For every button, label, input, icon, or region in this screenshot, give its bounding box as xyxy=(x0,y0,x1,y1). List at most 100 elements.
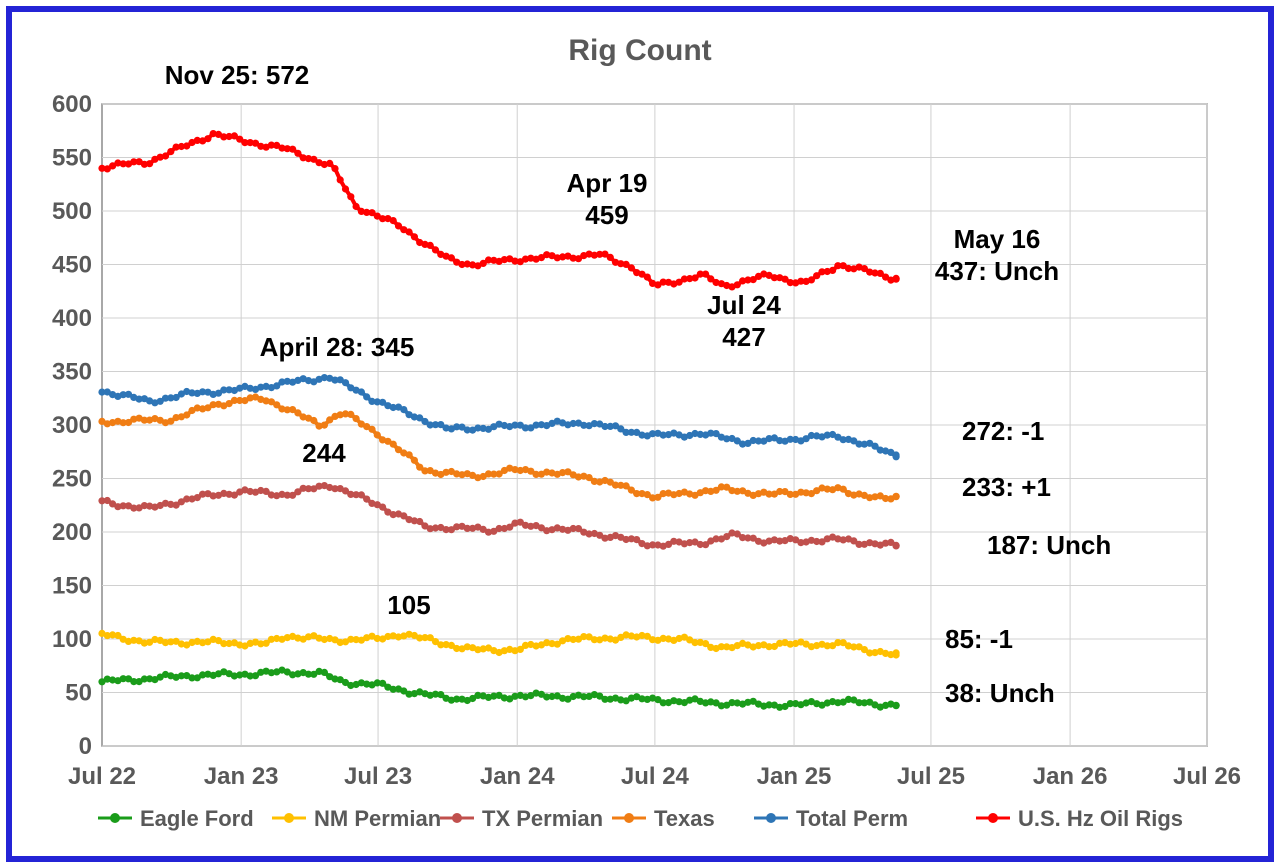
series-point xyxy=(140,675,148,683)
series-point xyxy=(892,651,900,659)
series-point xyxy=(611,481,620,489)
series-point xyxy=(167,638,175,646)
series-point xyxy=(347,410,355,418)
series-point xyxy=(866,494,874,502)
series-point xyxy=(484,470,493,478)
series-point xyxy=(866,439,874,447)
series-point xyxy=(834,699,842,707)
annotation-label: 244 xyxy=(302,438,346,468)
series-point xyxy=(786,700,794,708)
series-point xyxy=(855,440,863,448)
series-point xyxy=(574,255,583,263)
series-point xyxy=(109,676,117,684)
series-point xyxy=(368,397,376,405)
series-point xyxy=(834,262,842,270)
series-point xyxy=(882,273,890,281)
series-point xyxy=(749,697,757,705)
series-point xyxy=(797,539,805,547)
series-point xyxy=(754,642,763,650)
series-point xyxy=(236,135,244,143)
series-point xyxy=(341,410,350,418)
series-point xyxy=(559,253,567,261)
series-point xyxy=(431,246,440,254)
series-tx-permian xyxy=(98,482,900,550)
series-point xyxy=(188,674,196,682)
series-point xyxy=(696,540,704,549)
series-point xyxy=(109,500,117,508)
series-point xyxy=(802,489,810,497)
series-point xyxy=(490,692,498,700)
series-point xyxy=(426,241,434,249)
legend-swatch-marker xyxy=(452,813,462,823)
series-point xyxy=(167,394,175,402)
legend: Eagle Ford NM Permian TX Permian Texas Total… xyxy=(98,806,1183,831)
series-point xyxy=(844,695,853,704)
y-tick-label: 550 xyxy=(52,145,92,172)
series-point xyxy=(548,692,556,701)
series-point xyxy=(453,695,461,703)
series-point xyxy=(786,640,794,648)
series-point xyxy=(251,139,260,147)
series-point xyxy=(802,435,810,443)
series-point xyxy=(283,406,291,414)
series-point xyxy=(866,268,874,276)
series-point xyxy=(617,481,625,489)
series-point xyxy=(627,428,636,436)
series-point xyxy=(246,394,254,402)
series-point xyxy=(405,228,413,236)
series-point xyxy=(431,421,440,429)
x-tick-label: Jan 26 xyxy=(1033,763,1108,790)
legend-swatch-marker xyxy=(624,813,634,823)
series-point xyxy=(871,269,879,277)
series-point xyxy=(601,695,609,703)
series-point xyxy=(500,694,508,702)
series-point xyxy=(331,376,339,384)
series-point xyxy=(341,185,350,193)
series-point xyxy=(469,694,477,703)
series-point xyxy=(860,646,869,654)
series-point xyxy=(749,436,757,445)
legend-label: TX Permian xyxy=(482,806,603,831)
series-point xyxy=(310,670,318,678)
series-point xyxy=(744,439,752,447)
series-point xyxy=(326,159,334,167)
series-point xyxy=(617,260,625,268)
series-point xyxy=(516,645,524,654)
annotation-label: 272: -1 xyxy=(962,416,1044,446)
series-point xyxy=(130,636,138,644)
y-tick-label: 100 xyxy=(52,626,92,653)
series-point xyxy=(331,165,339,173)
series-point xyxy=(516,518,524,526)
series-point xyxy=(664,540,673,549)
series-point xyxy=(474,691,482,700)
series-point xyxy=(167,417,175,425)
series-point xyxy=(717,643,726,651)
series-point xyxy=(850,696,858,704)
series-point xyxy=(267,635,275,643)
series-lines xyxy=(98,130,900,711)
x-tick-label: Jul 22 xyxy=(68,763,136,790)
annotation-label: Jul 24 xyxy=(707,290,781,320)
series-point xyxy=(559,469,567,477)
series-point xyxy=(876,446,884,454)
series-point xyxy=(352,202,360,211)
series-point xyxy=(373,679,381,687)
series-point xyxy=(776,487,784,496)
series-point xyxy=(103,675,111,683)
legend-label: Texas xyxy=(654,806,715,831)
series-point xyxy=(823,642,831,650)
legend-swatch-marker xyxy=(110,813,120,823)
series-point xyxy=(119,675,127,683)
series-point xyxy=(521,255,530,263)
series-point xyxy=(606,253,614,261)
series-point xyxy=(172,414,180,422)
series-point xyxy=(622,428,630,436)
series-point xyxy=(495,524,503,533)
y-tick-label: 150 xyxy=(52,573,92,600)
series-point xyxy=(373,634,381,643)
series-point xyxy=(638,270,646,278)
series-point xyxy=(331,485,339,493)
series-point xyxy=(786,435,794,443)
series-point xyxy=(659,490,667,498)
series-point xyxy=(463,426,471,434)
